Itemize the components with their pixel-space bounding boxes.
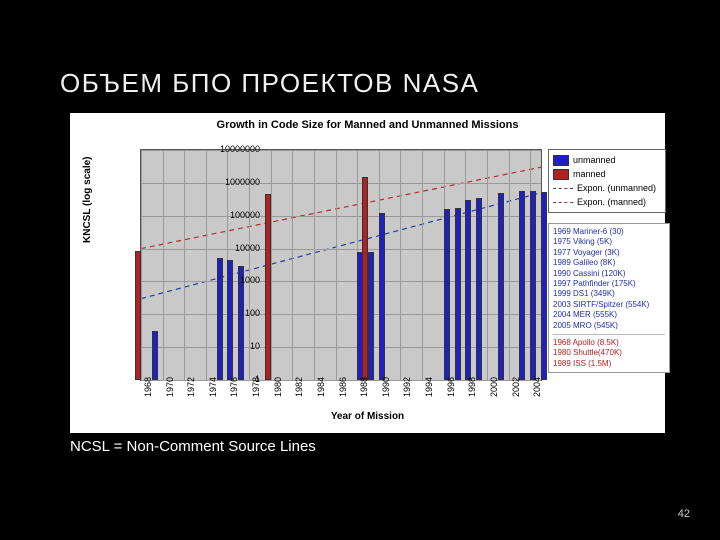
- bar-manned: [265, 194, 271, 380]
- bar-unmanned: [541, 192, 547, 380]
- gridline-v: [163, 150, 164, 380]
- x-tick-label: 1984: [316, 377, 326, 397]
- annotation-manned: 1980 Shuttle(470K): [553, 348, 665, 358]
- bar-unmanned: [368, 252, 374, 380]
- legend-swatch: [553, 188, 573, 189]
- bar-unmanned: [476, 198, 482, 380]
- chart-title: Growth in Code Size for Manned and Unman…: [70, 119, 665, 131]
- annotation-unmanned: 1990 Cassini (120K): [553, 269, 665, 279]
- plot-area: [140, 149, 542, 381]
- x-tick-label: 1980: [273, 377, 283, 397]
- bar-unmanned: [444, 209, 450, 380]
- legend-item: manned: [553, 167, 661, 181]
- gridline-v: [314, 150, 315, 380]
- x-tick-label: 1970: [165, 377, 175, 397]
- x-tick-label: 2004: [532, 377, 542, 397]
- x-tick-label: 1990: [381, 377, 391, 397]
- y-tick-label: 100000: [230, 210, 260, 220]
- gridline-v: [509, 150, 510, 380]
- gridline-v: [422, 150, 423, 380]
- gridline-v: [400, 150, 401, 380]
- x-tick-label: 1968: [143, 377, 153, 397]
- chart-container: Growth in Code Size for Manned and Unman…: [70, 113, 665, 433]
- bar-manned: [135, 251, 141, 380]
- gridline-v: [141, 150, 142, 380]
- y-tick-label: 1000000: [225, 177, 260, 187]
- gridline-v: [336, 150, 337, 380]
- x-tick-label: 1992: [402, 377, 412, 397]
- legend-swatch: [553, 202, 573, 203]
- annotation-unmanned: 1989 Galileo (8K): [553, 258, 665, 268]
- annotation-unmanned: 2003 SIRTF/Spitzer (554K): [553, 300, 665, 310]
- y-tick-label: 10: [250, 341, 260, 351]
- x-tick-label: 1996: [446, 377, 456, 397]
- bar-unmanned: [530, 191, 536, 380]
- annotation-unmanned: 1977 Voyager (3K): [553, 248, 665, 258]
- annotation-unmanned: 1969 Mariner-6 (30): [553, 227, 665, 237]
- legend-item: Expon. (manned): [553, 195, 661, 209]
- gridline-v: [271, 150, 272, 380]
- y-tick-label: 1000: [240, 275, 260, 285]
- x-tick-label: 1994: [424, 377, 434, 397]
- bar-unmanned: [357, 252, 363, 380]
- legend-item: unmanned: [553, 153, 661, 167]
- bar-unmanned: [465, 200, 471, 380]
- x-tick-label: 1998: [467, 377, 477, 397]
- legend: unmanned manned Expon. (unmanned) Expon. (m…: [548, 149, 666, 213]
- x-tick-label: 1982: [294, 377, 304, 397]
- bar-unmanned: [379, 213, 385, 380]
- gridline-v: [206, 150, 207, 380]
- annotation-unmanned: 1975 Viking (5K): [553, 237, 665, 247]
- page-number: 42: [678, 508, 690, 520]
- y-tick-label: 10000: [235, 243, 260, 253]
- gridline-h: [141, 183, 541, 184]
- legend-label: unmanned: [573, 155, 616, 165]
- x-tick-label: 1972: [186, 377, 196, 397]
- legend-swatch: [553, 169, 569, 180]
- annotation-unmanned: 1999 DS1 (349K): [553, 289, 665, 299]
- mission-list: 1969 Mariner-6 (30)1975 Viking (5K)1977 …: [548, 223, 670, 373]
- gridline-v: [487, 150, 488, 380]
- bar-unmanned: [519, 191, 525, 380]
- legend-label: Expon. (manned): [577, 197, 646, 207]
- x-tick-label: 1976: [229, 377, 239, 397]
- annotation-manned: 1989 ISS (1.5M): [553, 359, 665, 369]
- gridline-h: [141, 150, 541, 151]
- annotation-unmanned: 2004 MER (555K): [553, 310, 665, 320]
- x-tick-label: 1974: [208, 377, 218, 397]
- annotation-unmanned: 2005 MRO (545K): [553, 321, 665, 331]
- gridline-v: [184, 150, 185, 380]
- annotation-manned: 1968 Apollo (8.5K): [553, 338, 665, 348]
- footnote: NCSL = Non-Comment Source Lines: [70, 438, 316, 455]
- x-tick-label: 1986: [338, 377, 348, 397]
- y-tick-label: 100: [245, 308, 260, 318]
- bar-unmanned: [227, 260, 233, 380]
- legend-swatch: [553, 155, 569, 166]
- y-tick-label: 10000000: [220, 144, 260, 154]
- gridline-v: [292, 150, 293, 380]
- bar-unmanned: [152, 331, 158, 380]
- x-tick-label: 2000: [489, 377, 499, 397]
- legend-label: Expon. (unmanned): [577, 183, 656, 193]
- x-tick-label: 1988: [359, 377, 369, 397]
- slide-title: ОБЪЕМ БПО ПРОЕКТОВ NASA: [60, 68, 479, 99]
- bar-unmanned: [498, 193, 504, 380]
- x-tick-label: 2002: [511, 377, 521, 397]
- x-axis-label: Year of Mission: [70, 411, 665, 422]
- x-tick-label: 1978: [251, 377, 261, 397]
- bar-unmanned: [217, 258, 223, 380]
- slide: ОБЪЕМ БПО ПРОЕКТОВ NASA Growth in Code S…: [0, 0, 720, 540]
- y-axis-label: KNCSL (log scale): [82, 157, 93, 244]
- annotation-unmanned: 1997 Pathfinder (175K): [553, 279, 665, 289]
- bar-unmanned: [455, 208, 461, 380]
- legend-item: Expon. (unmanned): [553, 181, 661, 195]
- legend-label: manned: [573, 169, 606, 179]
